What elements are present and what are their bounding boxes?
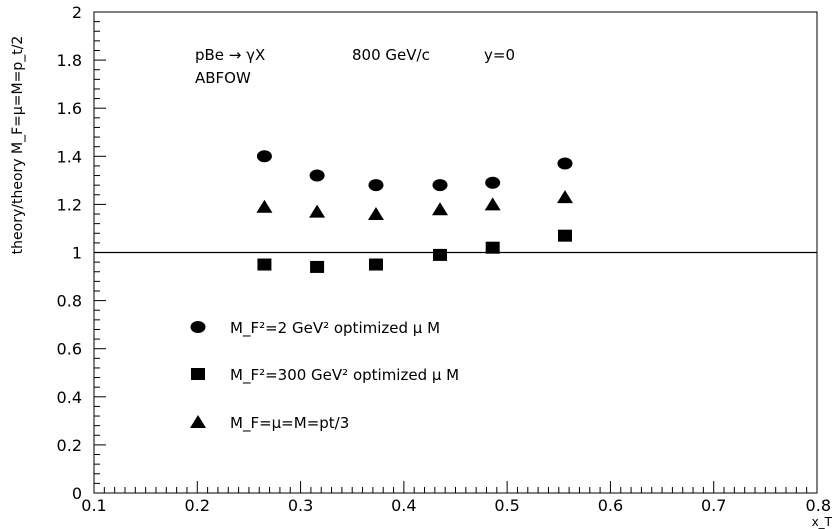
data-point-circle <box>432 179 448 192</box>
legend-marker-circle <box>190 321 206 333</box>
x-tick-label: 0.8 <box>806 496 831 515</box>
annotation-group: pBe → γX 800 GeV/c y=0 ABFOW <box>195 46 515 87</box>
x-axis-title: x_T <box>812 515 833 529</box>
data-point-square <box>368 258 383 271</box>
data-point-triangle <box>432 202 449 216</box>
annotation-energy: 800 GeV/c <box>352 46 430 64</box>
data-point-circle <box>485 176 501 189</box>
y-tick-label: 0.6 <box>57 340 82 359</box>
x-tick-label: 0.3 <box>288 496 313 515</box>
x-tick-label: 0.4 <box>391 496 416 515</box>
legend: M_F²=2 GeV² optimized μ M M_F²=300 GeV² o… <box>190 319 459 433</box>
series-square <box>257 229 572 273</box>
y-tick-label: 1.6 <box>57 99 82 118</box>
series-layer <box>256 150 573 273</box>
data-point-square <box>433 248 448 261</box>
annotation-reaction: pBe → γX <box>195 46 265 64</box>
x-tick-label: 0.1 <box>81 496 106 515</box>
data-point-triangle <box>484 197 501 211</box>
y-tick-label: 1.4 <box>57 147 82 166</box>
series-circle <box>256 150 573 192</box>
legend-label: M_F²=2 GeV² optimized μ M <box>230 319 440 338</box>
y-tick-label: 1.2 <box>57 195 82 214</box>
data-point-triangle <box>367 207 384 221</box>
x-tick-label: 0.6 <box>598 496 623 515</box>
series-triangle <box>256 190 573 221</box>
legend-label: M_F=μ=M=pt/3 <box>230 414 349 433</box>
y-tick-label: 0.8 <box>57 292 82 311</box>
y-axis: 0 0.2 0.4 0.6 0.8 1 1.2 1.4 1.6 1.8 2 <box>57 3 106 503</box>
data-point-square <box>485 241 500 254</box>
data-point-circle <box>309 169 325 182</box>
legend-label: M_F²=300 GeV² optimized μ M <box>230 366 459 385</box>
y-tick-label: 1.8 <box>57 51 82 70</box>
data-point-triangle <box>556 190 573 204</box>
y-tick-label: 2 <box>72 3 82 22</box>
data-point-circle <box>256 150 272 163</box>
x-tick-label: 0.7 <box>701 496 726 515</box>
legend-marker-triangle <box>190 415 206 428</box>
y-tick-label: 1 <box>72 244 82 263</box>
data-point-square <box>557 229 572 242</box>
x-tick-label: 0.2 <box>185 496 210 515</box>
y-tick-label: 0.2 <box>57 436 82 455</box>
data-point-square <box>310 260 325 273</box>
data-point-triangle <box>309 204 326 218</box>
annotation-model: ABFOW <box>195 69 251 87</box>
data-point-triangle <box>256 199 273 213</box>
y-tick-label: 0.4 <box>57 388 82 407</box>
x-axis: 0.1 0.2 0.3 0.4 0.5 0.6 0.7 0.8 <box>81 481 831 515</box>
y-axis-title: theory/theory M_F=μ=M=p_t/2 <box>10 36 26 255</box>
data-point-square <box>257 258 272 271</box>
data-point-circle <box>557 157 573 170</box>
data-point-circle <box>368 179 384 192</box>
x-tick-label: 0.5 <box>494 496 519 515</box>
annotation-rapidity: y=0 <box>484 46 515 64</box>
legend-marker-square <box>191 368 205 380</box>
y-tick-label: 0 <box>72 484 82 503</box>
